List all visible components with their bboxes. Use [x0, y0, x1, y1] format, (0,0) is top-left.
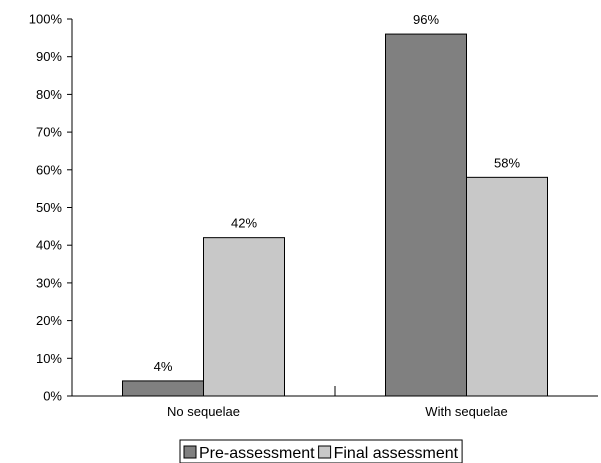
bar-value-label: 58%: [494, 155, 520, 170]
y-tick-label: 80%: [36, 87, 62, 102]
y-tick-label: 100%: [29, 12, 63, 27]
bar-final-assessment: [466, 176, 548, 397]
bar-value-label: 96%: [413, 12, 439, 27]
y-tick-label: 90%: [36, 49, 62, 64]
legend-label: Final assessment: [334, 445, 459, 462]
y-tick-label: 50%: [36, 200, 62, 215]
x-category-label: With sequelae: [425, 404, 507, 419]
y-tick-label: 30%: [36, 275, 62, 290]
y-tick-label: 0%: [43, 389, 62, 404]
y-tick-label: 20%: [36, 313, 62, 328]
bar-value-label: 42%: [231, 216, 257, 231]
legend-swatch: [318, 445, 332, 459]
y-tick-label: 40%: [36, 238, 62, 253]
chart-legend: Pre-assessment Final assessment: [179, 439, 463, 463]
y-tick-label: 60%: [36, 162, 62, 177]
y-tick-label: 10%: [36, 351, 62, 366]
legend-label: Pre-assessment: [199, 445, 315, 462]
bar-final-assessment: [203, 237, 285, 397]
bar-value-label: 4%: [154, 359, 173, 374]
legend-swatch: [183, 445, 197, 459]
x-category-label: No sequelae: [167, 404, 240, 419]
chart-axes: 0% 10% 20% 30% 40% 50% 60% 70% 80% 90% 100% No sequ…: [29, 12, 598, 419]
bar-pre-assessment: [385, 33, 467, 397]
y-tick-label: 70%: [36, 125, 62, 140]
chart-bars: 4% 42% 96% 58%: [122, 12, 548, 397]
bar-pre-assessment: [122, 380, 204, 397]
